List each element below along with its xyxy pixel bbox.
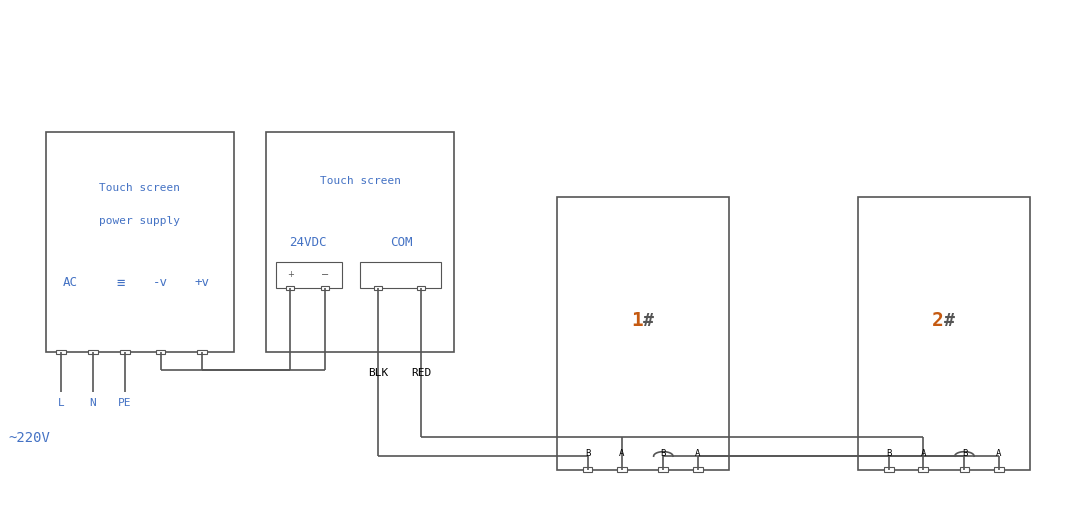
Text: B: B [585, 448, 590, 457]
Text: Touch screen: Touch screen [320, 176, 401, 186]
Bar [120, 350, 130, 355]
Text: N: N [90, 397, 96, 408]
Bar [197, 350, 206, 355]
Bar [286, 287, 294, 290]
Bar [995, 468, 1003, 472]
Text: A: A [695, 448, 700, 457]
Text: Touch screen: Touch screen [99, 183, 181, 192]
Bar [276, 262, 342, 289]
Text: COM: COM [390, 236, 413, 249]
Text: AC: AC [63, 276, 78, 288]
Text: ≡: ≡ [117, 275, 125, 289]
Text: ~220V: ~220V [9, 430, 50, 444]
Bar [321, 287, 329, 290]
Bar [617, 468, 627, 472]
Text: #: # [944, 311, 955, 329]
Text: L: L [57, 397, 64, 408]
Text: A: A [997, 448, 1001, 457]
Text: B: B [962, 448, 967, 457]
Bar [156, 350, 165, 355]
Bar [583, 468, 592, 472]
Text: B: B [886, 448, 892, 457]
Text: #: # [643, 311, 654, 329]
Bar [884, 468, 894, 472]
Bar [266, 133, 454, 352]
Text: 1: 1 [631, 311, 643, 330]
Text: PE: PE [118, 397, 132, 408]
Text: −: − [321, 269, 329, 279]
Text: B: B [660, 448, 666, 457]
Bar [658, 468, 668, 472]
Bar [45, 133, 233, 352]
Text: 2: 2 [932, 311, 944, 330]
Text: A: A [619, 448, 625, 457]
Bar [88, 350, 97, 355]
Bar [960, 468, 970, 472]
Bar [857, 197, 1030, 470]
Text: +: + [286, 270, 294, 279]
Bar [417, 287, 425, 290]
Bar [360, 262, 441, 289]
Text: BLK: BLK [368, 367, 388, 377]
Bar [56, 350, 66, 355]
Text: -v: -v [154, 276, 169, 288]
Text: +v: +v [195, 276, 210, 288]
Text: 24VDC: 24VDC [289, 236, 326, 249]
Text: A: A [920, 448, 925, 457]
Bar [693, 468, 703, 472]
Text: RED: RED [411, 367, 431, 377]
Text: power supply: power supply [99, 216, 181, 226]
Bar [918, 468, 927, 472]
Bar [374, 287, 382, 290]
Bar [557, 197, 729, 470]
